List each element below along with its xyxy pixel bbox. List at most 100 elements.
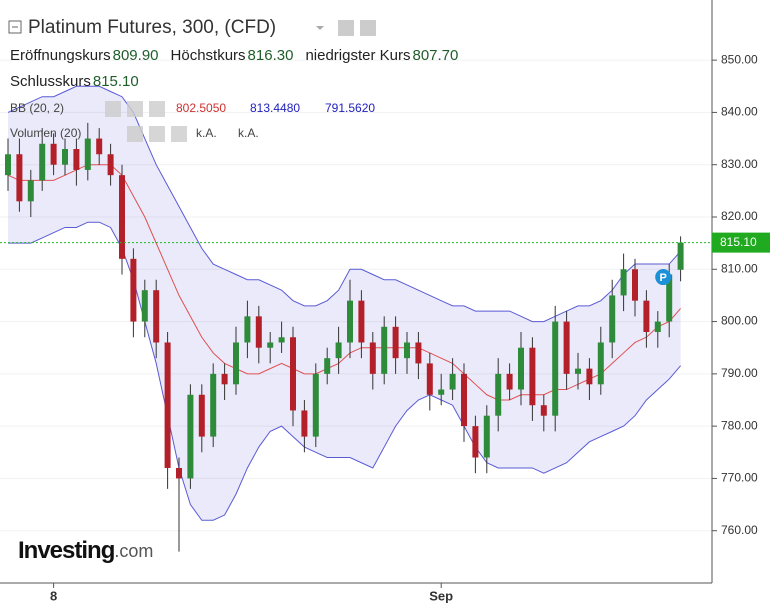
candle-body bbox=[141, 290, 148, 322]
candle-body bbox=[540, 405, 547, 416]
bollinger-upper bbox=[7, 85, 681, 323]
bollinger-middle bbox=[7, 164, 681, 401]
y-tick-label: 760.00 bbox=[721, 523, 758, 537]
bb-label: BB (20, 2) bbox=[10, 101, 64, 115]
dropdown-icon[interactable] bbox=[316, 26, 324, 30]
last-price-label: 815.10 bbox=[720, 235, 757, 249]
volume-label: Volumen (20) bbox=[10, 126, 81, 140]
y-tick-label: 850.00 bbox=[721, 52, 758, 66]
position-marker-label: P bbox=[660, 272, 667, 284]
low-label: niedrigster Kurs bbox=[305, 47, 410, 64]
close-label: Schlusskurs bbox=[10, 73, 91, 90]
bb-settings-icon[interactable] bbox=[127, 101, 143, 117]
candle-body bbox=[39, 143, 46, 181]
bb-close-icon[interactable] bbox=[149, 101, 165, 117]
candle-body bbox=[381, 326, 388, 374]
candle-body bbox=[506, 373, 513, 390]
x-tick-label: Sep bbox=[429, 588, 453, 603]
candle-body bbox=[415, 342, 422, 364]
candle-body bbox=[632, 269, 638, 301]
candle-body bbox=[654, 321, 661, 333]
candle-body bbox=[290, 337, 296, 411]
candle-body bbox=[518, 347, 524, 390]
candle-body bbox=[119, 175, 125, 259]
vol-close-icon[interactable] bbox=[171, 126, 187, 142]
candle-body bbox=[620, 269, 627, 296]
candle-body bbox=[324, 358, 331, 374]
bollinger-band-fill bbox=[8, 86, 681, 521]
candle-body bbox=[153, 290, 160, 343]
candle-body bbox=[335, 342, 342, 359]
candle-body bbox=[198, 394, 205, 437]
candle-body bbox=[5, 154, 11, 176]
candle-body bbox=[164, 342, 171, 468]
logo-suffix: .com bbox=[114, 541, 153, 561]
candle-body bbox=[563, 321, 570, 374]
bb-upper-value: 813.4480 bbox=[250, 101, 300, 115]
candle-body bbox=[255, 316, 262, 348]
candle-body bbox=[643, 300, 650, 333]
candle-body bbox=[312, 373, 319, 437]
logo: Investing.com bbox=[18, 537, 153, 564]
close-value: 815.10 bbox=[93, 73, 139, 90]
y-tick-label: 820.00 bbox=[721, 209, 758, 223]
candle-body bbox=[62, 149, 68, 165]
high-value: 816.30 bbox=[248, 47, 294, 64]
bb-middle-value: 802.5050 bbox=[176, 101, 226, 115]
last-price-tag bbox=[712, 232, 770, 253]
volume-value: k.A. bbox=[196, 126, 217, 140]
candle-body bbox=[483, 415, 490, 458]
open-value: 809.90 bbox=[113, 47, 159, 64]
candle-body bbox=[369, 342, 376, 374]
candle-body bbox=[597, 342, 604, 385]
candle-body bbox=[404, 342, 410, 359]
candle-body bbox=[176, 467, 182, 479]
candle-body bbox=[107, 154, 114, 176]
vol-eye-icon[interactable] bbox=[127, 126, 143, 142]
y-tick-label: 840.00 bbox=[721, 105, 758, 119]
candle-body bbox=[666, 274, 673, 322]
candle-body bbox=[221, 373, 228, 385]
volume-value: k.A. bbox=[238, 126, 259, 140]
bb-lower-value: 791.5620 bbox=[325, 101, 375, 115]
y-tick-label: 810.00 bbox=[721, 261, 758, 275]
high-label: Höchstkurs bbox=[171, 47, 246, 64]
candle-body bbox=[267, 342, 274, 348]
y-tick-label: 800.00 bbox=[721, 314, 758, 328]
candle-body bbox=[84, 138, 91, 170]
candle-body bbox=[586, 368, 593, 385]
collapse-icon[interactable] bbox=[8, 20, 22, 34]
candle-body bbox=[495, 373, 502, 416]
candle-body bbox=[347, 300, 353, 343]
candle-body bbox=[472, 426, 479, 458]
candle-body bbox=[609, 295, 616, 343]
candle-body bbox=[358, 300, 365, 343]
candle-body bbox=[301, 410, 308, 437]
y-tick-label: 780.00 bbox=[721, 418, 758, 432]
candle-body bbox=[96, 138, 103, 155]
candle-body bbox=[73, 149, 80, 170]
candle-body bbox=[392, 326, 399, 359]
candle-body bbox=[278, 337, 285, 343]
candle-body bbox=[50, 143, 57, 165]
x-tick-label: 8 bbox=[50, 588, 57, 603]
settings-icon[interactable] bbox=[360, 20, 376, 36]
logo-main: Investing bbox=[18, 537, 115, 564]
candle-body bbox=[16, 154, 23, 202]
candle-body bbox=[449, 373, 456, 390]
low-value: 807.70 bbox=[412, 47, 458, 64]
ohlc-legend: Eröffnungskurs 809.90 Höchstkurs 816.30 nied… bbox=[10, 47, 458, 64]
eye-icon[interactable] bbox=[338, 20, 354, 36]
candle-body bbox=[426, 363, 433, 395]
y-tick-label: 830.00 bbox=[721, 157, 758, 171]
y-tick-label: 770.00 bbox=[721, 471, 758, 485]
y-tick-label: 790.00 bbox=[721, 366, 758, 380]
candle-body bbox=[552, 321, 559, 416]
vol-settings-icon[interactable] bbox=[149, 126, 165, 142]
candle-body bbox=[27, 180, 34, 202]
chart-title: Platinum Futures, 300, (CFD) bbox=[28, 17, 276, 38]
candle-body bbox=[130, 258, 137, 322]
bb-eye-icon[interactable] bbox=[105, 101, 121, 117]
